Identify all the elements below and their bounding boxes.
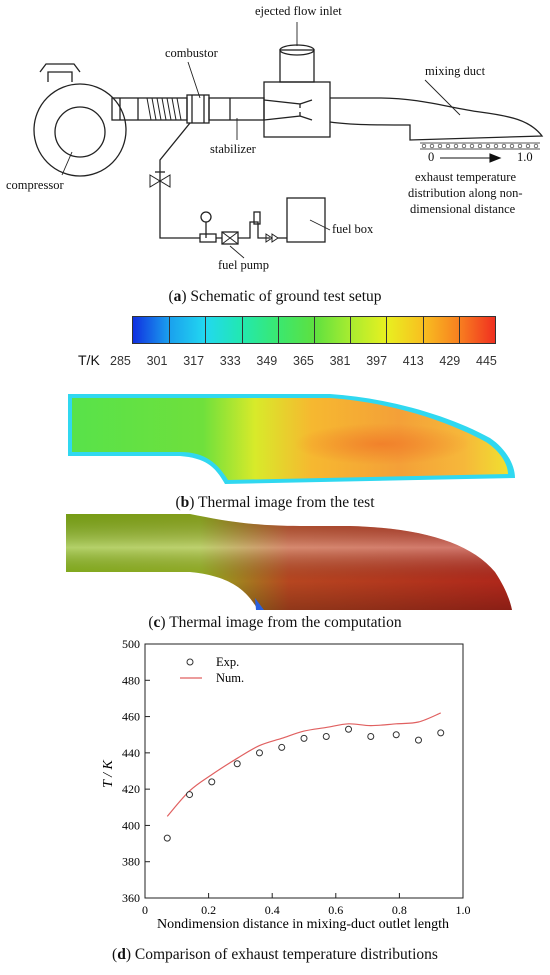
colorbar-divider <box>350 317 352 343</box>
x-tick-label: 0.2 <box>201 903 216 917</box>
temperature-chart: 360 380 400 420 440 460 480 500 0 0.2 0.4 0.6 0.8 1.… <box>101 637 471 932</box>
y-tick-label: 440 <box>122 746 140 760</box>
y-tick-label: 360 <box>122 891 140 905</box>
exp-point <box>208 778 216 786</box>
colorbar-tick-label: 301 <box>146 354 168 368</box>
exp-point <box>300 734 308 742</box>
label-compressor: compressor <box>6 178 64 192</box>
exp-point <box>278 743 286 751</box>
compressor-rotor <box>54 106 106 158</box>
y-tick-label: 420 <box>122 782 140 796</box>
colorbar-unit: T/K <box>78 352 100 368</box>
exp-point <box>163 834 171 842</box>
label-fuel-box: fuel box <box>332 222 374 236</box>
y-tick-label: 480 <box>122 673 140 687</box>
x-tick-label: 0 <box>142 903 148 917</box>
colorbar-tick-label: 413 <box>402 354 424 368</box>
legend-exp-marker <box>186 658 194 666</box>
y-tick-label: 380 <box>122 855 140 869</box>
caption-b: (b) Thermal image from the test <box>175 494 375 511</box>
colorbar-tick-label: 445 <box>476 354 497 368</box>
x-axis-label: Nondimension distance in mixing-duct out… <box>157 917 449 932</box>
label-exhaust-line1: exhaust temperature <box>415 170 516 184</box>
y-tick-label: 460 <box>122 710 140 724</box>
colorbar-tick-label: 349 <box>256 354 278 368</box>
x-tick-label: 0.6 <box>328 903 343 917</box>
colorbar-tick-label: 333 <box>219 354 241 368</box>
fuel-box <box>286 197 326 243</box>
caption-a: (a) Schematic of ground test setup <box>168 288 382 305</box>
colorbar-tick-label: 317 <box>183 354 205 368</box>
y-axis-label: T / K <box>101 759 116 787</box>
colorbar-divider <box>458 317 460 343</box>
colorbar-tick-label: 429 <box>439 354 461 368</box>
exp-point <box>322 733 330 741</box>
colorbar-divider <box>386 317 388 343</box>
exp-point <box>392 731 400 739</box>
colorbar-divider <box>422 317 424 343</box>
colorbar-tick-label: 381 <box>329 354 351 368</box>
x-tick-label: 0.8 <box>392 903 407 917</box>
label-fuel-pump: fuel pump <box>218 258 270 272</box>
colorbar-tick-label: 285 <box>110 354 131 368</box>
label-exhaust-line3: dimensional distance <box>410 202 516 216</box>
combustor-box <box>186 94 210 124</box>
mixing-duct-outline <box>329 97 544 141</box>
ejector-box <box>263 81 331 138</box>
legend-num-label: Num. <box>216 671 244 685</box>
x-tick-label: 1.0 <box>456 903 471 917</box>
label-mixing-duct: mixing duct <box>425 64 486 78</box>
caption-c: (c) Thermal image from the computation <box>148 614 402 631</box>
caption-d: (d) Comparison of exhaust temperature di… <box>112 946 438 963</box>
series-num-line <box>166 712 441 817</box>
colorbar-divider <box>205 317 207 343</box>
stabilizer-box <box>208 97 265 121</box>
colorbar-divider <box>277 317 279 343</box>
exp-point <box>437 729 445 737</box>
schematic-diagram <box>33 22 544 259</box>
exp-point <box>255 749 263 757</box>
label-exhaust-line2: distribution along non- <box>408 186 523 200</box>
exp-point <box>414 736 422 744</box>
colorbar-divider <box>314 317 315 343</box>
y-tick-label: 400 <box>122 818 140 832</box>
y-tick-label: 500 <box>122 637 140 651</box>
colorbar <box>132 316 496 344</box>
colorbar-divider <box>169 317 171 343</box>
label-ejected-flow-inlet: ejected flow inlet <box>255 4 342 18</box>
thermal-image-computation <box>66 514 512 610</box>
compressor-casing <box>33 83 127 177</box>
colorbar-ticks: 285 301 317 333 349 365 381 397 413 429 445 <box>110 354 510 370</box>
exp-point <box>345 725 353 733</box>
colorbar-divider <box>241 317 243 343</box>
thermal-image-test <box>68 394 515 484</box>
exp-point <box>367 733 375 741</box>
label-scale-end: 1.0 <box>517 150 533 164</box>
colorbar-tick-label: 397 <box>366 354 388 368</box>
exp-point <box>186 791 194 799</box>
label-combustor: combustor <box>165 46 218 60</box>
plot-frame <box>144 643 464 899</box>
exp-point <box>233 760 241 768</box>
x-tick-label: 0.4 <box>265 903 280 917</box>
legend-exp-label: Exp. <box>216 655 239 669</box>
label-stabilizer: stabilizer <box>210 142 256 156</box>
colorbar-tick-label: 365 <box>293 354 314 368</box>
label-scale-start: 0 <box>428 150 435 164</box>
